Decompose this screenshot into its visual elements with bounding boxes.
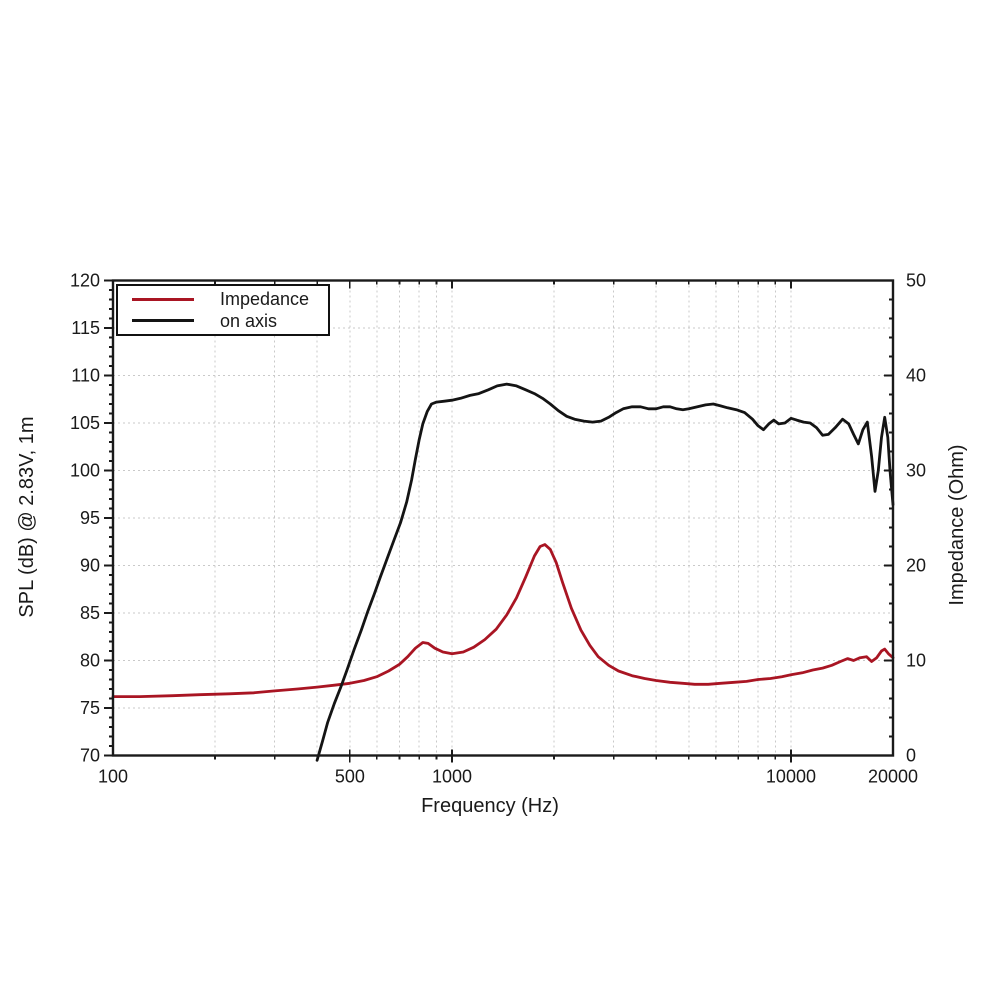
right-y-tick-label: 40 [906,366,926,386]
x-tick-label: 1000 [432,767,472,787]
legend-line-impedance [132,297,194,301]
left-y-tick-label: 80 [80,651,100,671]
left-y-tick-label: 75 [80,698,100,718]
right-y-axis-title: Impedance (Ohm) [946,444,968,605]
right-y-tick-label: 50 [906,271,926,291]
x-tick-label: 100 [98,767,128,787]
legend-line-on-axis [132,319,194,323]
gridlines [113,280,893,756]
left-y-axis-title: SPL (dB) @ 2.83V, 1m [16,416,38,617]
x-tick-label: 10000 [766,767,816,787]
plot-frame [111,279,895,757]
left-y-tick-label: 95 [80,508,100,528]
left-y-tick-label: 85 [80,603,100,623]
right-y-tick-label: 10 [906,651,926,671]
left-y-tick-label: 110 [71,366,100,386]
right-y-tick-label: 0 [906,746,916,766]
legend-label-impedance: Impedance [220,289,310,310]
left-y-tick-label: 90 [80,556,100,576]
x-tick-label: 20000 [868,767,918,787]
legend: Impedance on axis [116,284,330,336]
series-on-axis [315,382,895,762]
legend-item-impedance: Impedance [132,289,328,309]
x-tick-label: 500 [335,767,365,787]
legend-item-on-axis: on axis [132,311,328,331]
left-y-tick-label: 115 [71,318,100,338]
right-y-tick-label: 30 [906,461,926,481]
left-y-tick-label: 70 [80,746,100,766]
legend-label-on-axis: on axis [220,310,278,331]
left-y-tick-label: 120 [70,271,100,291]
left-y-tick-label: 100 [70,461,100,481]
series-impedance [111,543,895,698]
axis-ticks [104,279,893,763]
right-y-tick-label: 20 [906,556,926,576]
x-axis-title: Frequency (Hz) [421,795,559,817]
left-y-tick-label: 105 [70,413,100,433]
